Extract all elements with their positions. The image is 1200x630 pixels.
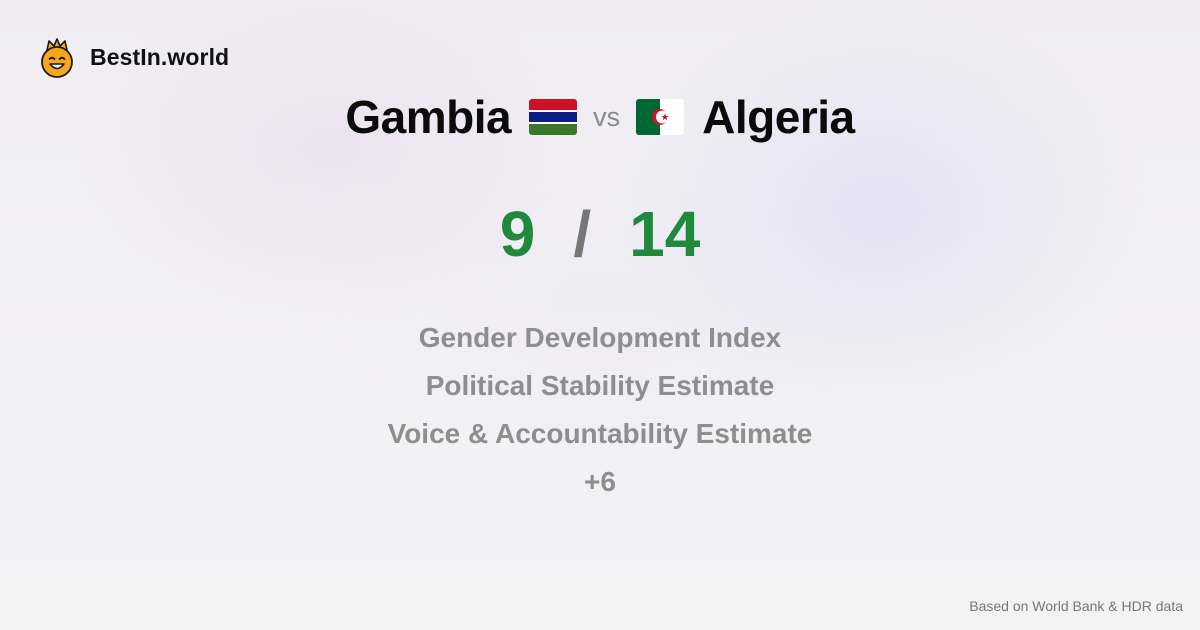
country-a-score: 9 — [499, 198, 536, 270]
brand[interactable]: BestIn.world — [38, 36, 229, 78]
country-a-name[interactable]: Gambia — [345, 91, 512, 143]
metric-item[interactable]: Political Stability Estimate — [425, 370, 775, 401]
more-metrics-count[interactable]: +6 — [584, 466, 616, 497]
score-row: 9 / 14 — [0, 196, 1200, 272]
comparison-title: Gambia vs Algeria — [0, 86, 1200, 148]
algeria-flag-icon — [636, 99, 685, 135]
metric-item[interactable]: Gender Development Index — [418, 322, 782, 353]
vs-label: vs — [593, 101, 621, 132]
source-note: Based on World Bank & HDR data — [969, 598, 1183, 614]
score-separator: / — [573, 198, 592, 270]
metric-item[interactable]: Voice & Accountability Estimate — [387, 418, 813, 449]
country-b-score: 14 — [629, 198, 701, 270]
crowned-smiley-icon — [41, 38, 73, 78]
gambia-flag-icon — [529, 99, 578, 135]
country-b-name[interactable]: Algeria — [702, 91, 855, 143]
metrics-list: Gender Development Index Political Stabi… — [0, 314, 1200, 506]
brand-name: BestIn.world — [90, 43, 230, 70]
